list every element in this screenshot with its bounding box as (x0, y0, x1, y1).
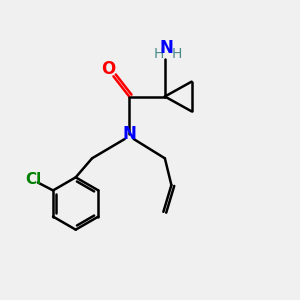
Text: O: O (101, 60, 116, 78)
Text: Cl: Cl (25, 172, 41, 187)
Text: N: N (160, 39, 174, 57)
Text: N: N (122, 125, 136, 143)
Text: H: H (153, 47, 164, 61)
Text: H: H (172, 47, 182, 61)
